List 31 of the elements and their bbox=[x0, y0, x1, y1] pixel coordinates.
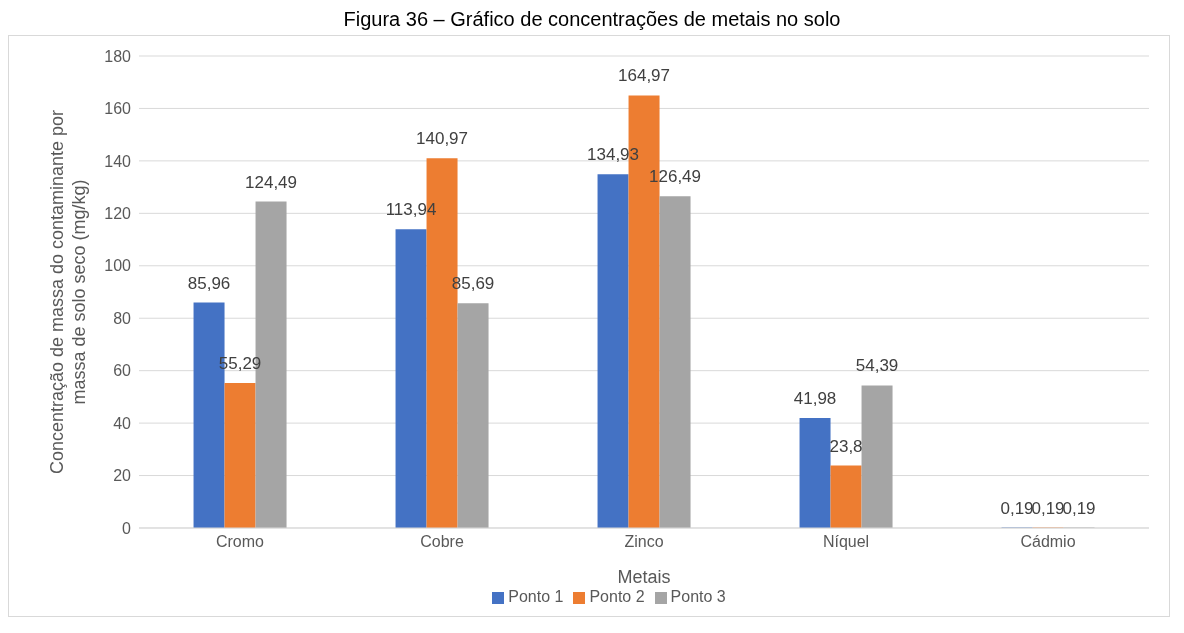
x-tick-label: Cromo bbox=[215, 533, 265, 551]
x-tick-label: Cádmio bbox=[1020, 533, 1076, 551]
x-axis-title: Metais bbox=[617, 567, 671, 587]
y-tick-label: 120 bbox=[104, 205, 132, 223]
y-tick-label: 20 bbox=[113, 467, 132, 485]
y-tick-label: 60 bbox=[113, 362, 132, 380]
data-label: 140,97 bbox=[416, 129, 469, 149]
y-axis-title: Concentração de massa do contaminante por massa de solo seco (mg/kg) bbox=[47, 109, 89, 475]
x-tick-label: Zinco bbox=[624, 533, 664, 551]
data-label: 0,19 bbox=[1062, 498, 1096, 518]
data-label: 41,98 bbox=[793, 388, 837, 408]
data-label: 85,96 bbox=[187, 273, 231, 293]
data-label: 0,19 bbox=[1000, 498, 1034, 518]
legend-label: Ponto 2 bbox=[589, 588, 645, 605]
legend-label: Ponto 3 bbox=[670, 588, 726, 605]
y-tick-label: 140 bbox=[104, 152, 132, 170]
y-tick-label: 180 bbox=[104, 47, 132, 65]
y-tick-label: 0 bbox=[122, 519, 132, 537]
chart-title: Figura 36 – Gráfico de concentrações de metais no solo bbox=[342, 8, 842, 31]
y-tick-label: 160 bbox=[104, 100, 132, 118]
y-tick-label: 40 bbox=[113, 414, 132, 432]
data-label: 164,97 bbox=[618, 66, 671, 86]
x-tick-label: Cobre bbox=[420, 533, 464, 551]
data-label: 23,8 bbox=[829, 436, 863, 456]
data-label: 54,39 bbox=[855, 356, 899, 376]
x-tick-label: Níquel bbox=[822, 533, 870, 551]
data-label: 124,49 bbox=[245, 172, 298, 192]
data-label: 0,19 bbox=[1031, 498, 1065, 518]
y-tick-label: 100 bbox=[104, 257, 132, 275]
y-tick-label: 80 bbox=[113, 309, 132, 327]
legend-label: Ponto 1 bbox=[508, 588, 564, 605]
